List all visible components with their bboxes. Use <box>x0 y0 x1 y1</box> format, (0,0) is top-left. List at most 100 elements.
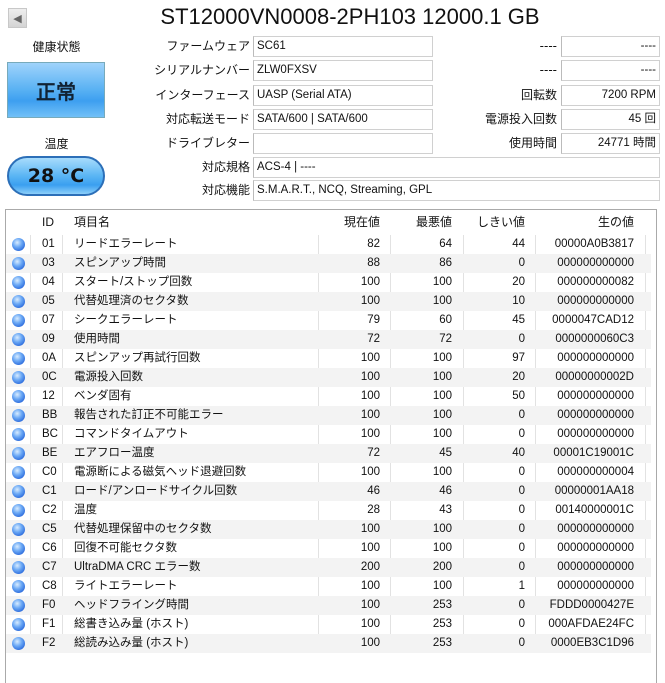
threshold-value: 0 <box>518 409 525 421</box>
column-divider <box>62 210 63 653</box>
current-value: 100 <box>360 276 380 288</box>
column-header-2[interactable]: 現在値 <box>343 215 380 229</box>
table-row[interactable]: C8 ライトエラーレート 100 100 1 000000000000 <box>6 577 651 596</box>
table-row[interactable]: F2 総読み込み量 (ホスト) 100 253 0 0000EB3C1D96 <box>6 634 651 653</box>
table-row[interactable]: C0 電源断による磁気ヘッド退避回数 100 100 0 000000000004 <box>6 463 651 482</box>
raw-value: FDDD0000427E <box>549 599 634 611</box>
attr-name: UltraDMA CRC エラー数 <box>74 561 201 573</box>
attr-name: リードエラーレート <box>74 238 178 250</box>
table-row[interactable]: 09 使用時間 72 72 0 0000000060C3 <box>6 330 651 349</box>
info-label: ---- <box>539 39 557 53</box>
table-header: ID 項目名 現在値 最悪値 しきい値 生の値 <box>6 210 651 235</box>
column-header-4[interactable]: しきい値 <box>476 215 525 229</box>
info-label: 使用時間 <box>508 136 557 150</box>
raw-value: 000000000000 <box>557 542 634 554</box>
table-row[interactable]: C5 代替処理保留中のセクタ数 100 100 0 000000000000 <box>6 520 651 539</box>
table-row[interactable]: 01 リードエラーレート 82 64 44 00000A0B3817 <box>6 235 651 254</box>
status-good-icon <box>12 447 25 460</box>
threshold-value: 1 <box>518 580 525 592</box>
attr-id: 09 <box>42 333 55 345</box>
attr-name: 回復不可能セクタ数 <box>74 542 178 554</box>
attr-name: 電源断による磁気ヘッド退避回数 <box>74 466 247 478</box>
worst-value: 45 <box>439 447 452 459</box>
status-good-icon <box>12 542 25 555</box>
current-value: 100 <box>360 637 380 649</box>
column-divider <box>30 210 31 653</box>
info-field <box>253 133 433 154</box>
info-label: 回転数 <box>520 88 557 102</box>
status-good-icon <box>12 523 25 536</box>
worst-value: 100 <box>432 371 452 383</box>
status-good-icon <box>12 314 25 327</box>
worst-value: 253 <box>432 618 452 630</box>
raw-value: 000000000000 <box>557 580 634 592</box>
table-row[interactable]: C7 UltraDMA CRC エラー数 200 200 0 000000000000 <box>6 558 651 577</box>
worst-value: 100 <box>432 580 452 592</box>
status-good-icon <box>12 295 25 308</box>
attr-name: シークエラーレート <box>74 314 178 326</box>
attr-name: スタート/ストップ回数 <box>74 276 193 288</box>
table-row[interactable]: C1 ロード/アンロードサイクル回数 46 46 0 00000001AA18 <box>6 482 651 501</box>
table-row[interactable]: BE エアフロー温度 72 45 40 00001C19001C <box>6 444 651 463</box>
table-row[interactable]: F0 ヘッドフライング時間 100 253 0 FDDD0000427E <box>6 596 651 615</box>
worst-value: 86 <box>439 257 452 269</box>
info-label: ファームウェア <box>166 39 250 53</box>
temperature-button[interactable]: 28 °C <box>7 156 105 196</box>
worst-value: 100 <box>432 428 452 440</box>
raw-value: 000000000000 <box>557 390 634 402</box>
info-label: 対応転送モード <box>165 112 250 126</box>
attr-id: C7 <box>42 561 57 573</box>
current-value: 100 <box>360 542 380 554</box>
column-header-0[interactable]: ID <box>42 215 54 229</box>
raw-value: 0000EB3C1D96 <box>550 637 634 649</box>
column-header-1[interactable]: 項目名 <box>74 215 111 229</box>
attr-name: 使用時間 <box>74 333 120 345</box>
current-value: 100 <box>360 295 380 307</box>
raw-value: 00000A0B3817 <box>554 238 634 250</box>
table-row[interactable]: C6 回復不可能セクタ数 100 100 0 000000000000 <box>6 539 651 558</box>
worst-value: 43 <box>439 504 452 516</box>
table-row[interactable]: 07 シークエラーレート 79 60 45 0000047CAD12 <box>6 311 651 330</box>
worst-value: 100 <box>432 352 452 364</box>
info-field: ACS-4 | ---- <box>253 157 660 178</box>
attr-id: C5 <box>42 523 57 535</box>
current-value: 100 <box>360 580 380 592</box>
column-divider <box>318 210 319 653</box>
table-row[interactable]: BC コマンドタイムアウト 100 100 0 000000000000 <box>6 425 651 444</box>
attr-id: F2 <box>42 637 56 649</box>
raw-value: 0000047CAD12 <box>552 314 634 326</box>
column-header-5[interactable]: 生の値 <box>597 215 634 229</box>
attr-id: BC <box>42 428 58 440</box>
current-value: 88 <box>367 257 380 269</box>
health-status-label: 健康状態 <box>32 40 81 54</box>
threshold-value: 40 <box>512 447 525 459</box>
status-good-icon <box>12 466 25 479</box>
status-good-icon <box>12 485 25 498</box>
table-row[interactable]: 05 代替処理済のセクタ数 100 100 10 000000000000 <box>6 292 651 311</box>
table-row[interactable]: BB 報告された訂正不可能エラー 100 100 0 000000000000 <box>6 406 651 425</box>
attr-name: エアフロー温度 <box>74 447 155 459</box>
threshold-value: 44 <box>512 238 525 250</box>
status-good-icon <box>12 561 25 574</box>
attr-name: 報告された訂正不可能エラー <box>74 409 224 421</box>
table-row[interactable]: C2 温度 28 43 0 00140000001C <box>6 501 651 520</box>
status-good-icon <box>12 371 25 384</box>
worst-value: 60 <box>439 314 452 326</box>
worst-value: 100 <box>432 523 452 535</box>
table-row[interactable]: 03 スピンアップ時間 88 86 0 000000000000 <box>6 254 651 273</box>
current-value: 100 <box>360 618 380 630</box>
attr-id: 0A <box>42 352 57 364</box>
column-header-3[interactable]: 最悪値 <box>415 215 452 229</box>
table-row[interactable]: 0A スピンアップ再試行回数 100 100 97 000000000000 <box>6 349 651 368</box>
table-row[interactable]: 04 スタート/ストップ回数 100 100 20 000000000082 <box>6 273 651 292</box>
column-divider <box>390 210 391 653</box>
health-status-button[interactable]: 正常 <box>7 62 105 118</box>
smart-table: ID 項目名 現在値 最悪値 しきい値 生の値 01 リードエラーレート 82 64 44 00000… <box>5 209 657 683</box>
worst-value: 64 <box>439 238 452 250</box>
table-row[interactable]: 12 ベンダ固有 100 100 50 000000000000 <box>6 387 651 406</box>
table-row[interactable]: 0C 電源投入回数 100 100 20 00000000002D <box>6 368 651 387</box>
table-row[interactable]: F1 総書き込み量 (ホスト) 100 253 0 000AFDAE24FC <box>6 615 651 634</box>
previous-disk-button[interactable]: ◀ <box>8 8 27 28</box>
attr-id: F0 <box>42 599 56 611</box>
threshold-value: 0 <box>518 428 525 440</box>
